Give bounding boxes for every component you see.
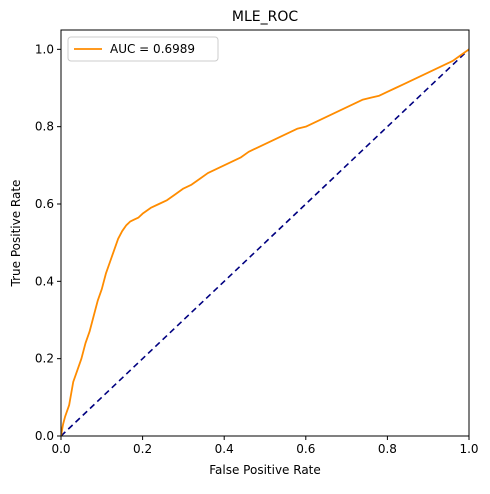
y-tick-label: 1.0	[35, 42, 54, 56]
x-axis-label: False Positive Rate	[209, 463, 321, 477]
x-tick-label: 0.0	[51, 442, 70, 456]
x-tick-label: 1.0	[459, 442, 478, 456]
y-axis-label: True Positive Rate	[9, 180, 23, 288]
x-tick-label: 0.6	[296, 442, 315, 456]
roc-curve-line	[61, 48, 469, 436]
y-tick-label: 0.0	[35, 429, 54, 443]
x-tick-label: 0.4	[215, 442, 234, 456]
y-axis-ticks: 0.0 0.2 0.4 0.6 0.8 1.0	[35, 42, 61, 443]
x-tick-label: 0.8	[378, 442, 397, 456]
chart-title: MLE_ROC	[232, 9, 298, 25]
legend-box	[67, 36, 219, 62]
plot-frame	[60, 29, 470, 437]
x-axis-ticks: 0.0 0.2 0.4 0.6 0.8 1.0	[51, 436, 479, 456]
y-tick-label: 0.6	[35, 197, 54, 211]
legend-entry: AUC = 0.6989	[110, 42, 195, 56]
y-tick-label: 0.4	[35, 274, 54, 288]
series-layer	[61, 48, 469, 436]
legend: AUC = 0.6989	[67, 36, 219, 62]
y-tick-label: 0.8	[35, 120, 54, 134]
chance-diagonal-line	[61, 48, 469, 436]
x-tick-label: 0.2	[133, 442, 152, 456]
y-tick-label: 0.2	[35, 352, 54, 366]
